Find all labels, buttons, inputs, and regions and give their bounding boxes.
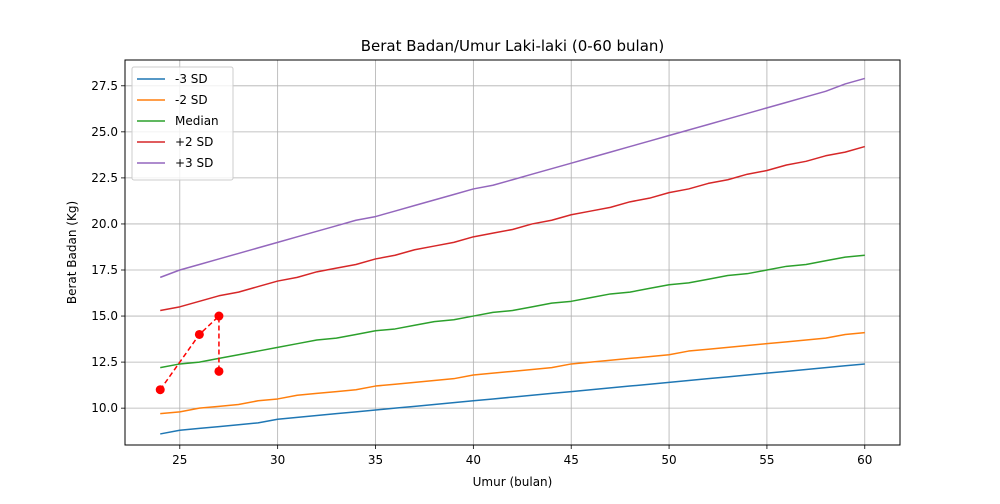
y-tick-label: 27.5	[91, 79, 118, 93]
measurement-point	[214, 366, 224, 376]
legend: -3 SD -2 SD Median +2 SD +3 SD	[131, 66, 234, 181]
series-line-1	[160, 331, 865, 415]
plot-area-frame	[124, 59, 901, 446]
series-line-0	[160, 363, 865, 435]
grid-lines	[125, 60, 900, 445]
series-layer	[159, 77, 865, 435]
axis-ticks: 25 30 35 40 45 50 55 60 10.0 12.5 15.0 17.5 20.0 22.5…	[91, 79, 872, 467]
y-axis-label: Berat Badan (Kg)	[65, 201, 79, 304]
measurement-point	[194, 329, 204, 339]
x-tick-label: 35	[368, 453, 383, 467]
y-tick-label: 12.5	[91, 355, 118, 369]
y-tick-label: 25.0	[91, 125, 118, 139]
x-tick-label: 45	[564, 453, 579, 467]
chart-title: Berat Badan/Umur Laki-laki (0-60 bulan)	[361, 37, 665, 55]
x-tick-label: 55	[759, 453, 774, 467]
x-tick-label: 60	[857, 453, 872, 467]
y-tick-label: 17.5	[91, 263, 118, 277]
legend-label: Median	[175, 114, 219, 128]
legend-label: -3 SD	[175, 72, 208, 86]
y-tick-label: 22.5	[91, 171, 118, 185]
measurement-layer	[155, 311, 224, 395]
measurement-point	[155, 385, 165, 395]
y-tick-label: 15.0	[91, 309, 118, 323]
measurement-line	[159, 314, 220, 391]
legend-label: -2 SD	[175, 93, 208, 107]
measurement-point	[214, 311, 224, 321]
series-line-2	[160, 254, 865, 369]
x-tick-label: 30	[270, 453, 285, 467]
series-line-4	[159, 77, 865, 279]
x-tick-label: 40	[466, 453, 481, 467]
y-tick-label: 10.0	[91, 401, 118, 415]
x-axis-label: Umur (bulan)	[473, 475, 553, 489]
y-tick-label: 20.0	[91, 217, 118, 231]
series-line-3	[160, 145, 865, 312]
x-tick-label: 50	[661, 453, 676, 467]
legend-label: +3 SD	[175, 156, 213, 170]
legend-box	[131, 66, 234, 181]
legend-label: +2 SD	[175, 135, 213, 149]
x-tick-label: 25	[172, 453, 187, 467]
